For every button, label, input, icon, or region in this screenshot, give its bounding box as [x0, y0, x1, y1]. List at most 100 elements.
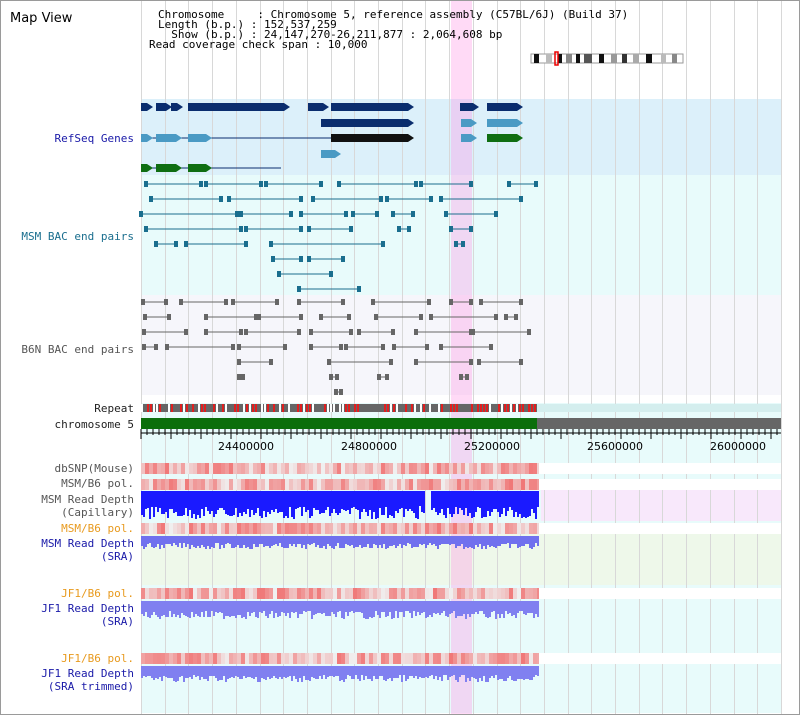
msm-capillary-depth-bar — [271, 491, 273, 510]
msm-capillary-depth-bar — [453, 491, 455, 514]
jf1-trimmed-depth-bar — [167, 666, 169, 678]
pair-end-1-0-b — [219, 196, 223, 202]
msm-sra-depth-bar — [153, 536, 155, 548]
label-repeat[interactable]: Repeat — [94, 402, 134, 415]
msm-capillary-depth-bar — [383, 491, 385, 515]
dbsnp-heat-cell — [385, 463, 389, 474]
jf1-trimmed-depth-bar — [425, 666, 427, 677]
jf1-pol2-heat-cell — [373, 653, 377, 664]
msm-pol2-heat-cell — [485, 523, 489, 534]
repeat-mark — [345, 404, 347, 412]
msm-sra-depth-bar — [265, 536, 267, 546]
label-jf1-b6-pol-1[interactable]: JF1/B6 pol. — [61, 587, 134, 600]
jf1-trimmed-depth-bar — [291, 666, 293, 681]
msm-pol1-heat-cell — [445, 479, 449, 490]
label-b6n-bac[interactable]: B6N BAC end pairs — [21, 343, 134, 356]
jf1-trimmed-depth-bar — [529, 666, 531, 680]
jf1-trimmed-depth-bar — [523, 666, 525, 680]
grid-line — [402, 1, 403, 714]
msm-pol1-heat-cell — [197, 479, 201, 490]
dbsnp-heat-cell — [217, 463, 221, 474]
msm-pol1-heat-cell — [337, 479, 341, 490]
jf1-trimmed-depth-bar — [463, 666, 465, 675]
jf1-sra-depth-bar — [403, 601, 405, 617]
repeat-mark — [387, 404, 389, 412]
jf1-pol2-heat-cell — [489, 653, 493, 664]
b6n-bac-track[interactable] — [141, 299, 531, 395]
jf1-pol2-heat-cell — [469, 653, 473, 664]
repeat-gap — [516, 404, 518, 412]
label-msm-bac[interactable]: MSM BAC end pairs — [21, 230, 134, 243]
jf1-trimmed-depth-bar — [459, 666, 461, 677]
msm-sra-depth-bar — [499, 536, 501, 546]
msm-sra-depth-bar — [273, 536, 275, 545]
msm-bac-track[interactable] — [139, 181, 538, 292]
msm-pol1-heat-cell — [385, 479, 389, 490]
label-jf1-depth-sra[interactable]: JF1 Read Depth — [41, 602, 134, 615]
highlight-region[interactable] — [451, 1, 472, 714]
jf1-trimmed-depth-bar — [443, 666, 445, 675]
gene-row1-7-arrow — [517, 103, 523, 111]
msm-pol2-heat-cell — [369, 523, 373, 534]
msm-sra-depth-bar — [509, 536, 511, 548]
label-msm-depth-capillary[interactable]: MSM Read Depth — [41, 493, 134, 506]
msm-sra-depth-bar — [515, 536, 517, 544]
msm-capillary-depth-bar — [239, 491, 241, 513]
jf1-pol1-heat-cell — [225, 588, 229, 599]
jf1-sra-depth-bar — [279, 601, 281, 616]
jf1-trimmed-depth-bar — [385, 666, 387, 681]
jf1-trimmed-depth-bar — [401, 666, 403, 682]
gene-row1-1-arrow — [166, 103, 172, 111]
msm-sra-depth-bar — [151, 536, 153, 547]
msm-capillary-depth-bar — [219, 491, 221, 508]
msm-capillary-depth-bar — [433, 491, 435, 508]
label-msm-depth-sra[interactable]: MSM Read Depth — [41, 537, 134, 550]
jf1-pol2-heat-cell — [317, 653, 321, 664]
pair-end-4-0-b — [174, 241, 178, 247]
jf1-trimmed-depth-bar — [207, 666, 209, 681]
chromosome-ideogram[interactable] — [530, 51, 684, 66]
jf1-pol2-heat-cell — [401, 653, 405, 664]
msm-capillary-depth-bar — [231, 491, 233, 516]
read-depth-tracks[interactable] — [141, 491, 539, 682]
dbsnp-heat-cell — [489, 463, 493, 474]
label-jf1-depth-trimmed[interactable]: JF1 Read Depth — [41, 667, 134, 680]
pair-end-1-4-b — [519, 196, 523, 202]
pair-end-1-1-b — [254, 314, 258, 320]
jf1-trimmed-depth-bar — [191, 666, 193, 679]
jf1-trimmed-depth-bar — [319, 666, 321, 676]
jf1-pol2-heat-empty — [539, 653, 781, 664]
jf1-trimmed-depth-bar — [491, 666, 493, 676]
msm-pol2-heat-cell — [433, 523, 437, 534]
dbsnp-heat-cell — [405, 463, 409, 474]
msm-sra-depth-bar — [361, 536, 363, 548]
label-msm-b6-pol-2[interactable]: MSM/B6 pol. — [61, 522, 134, 535]
repeat-track[interactable] — [141, 404, 781, 412]
jf1-trimmed-depth-bar — [365, 666, 367, 676]
jf1-pol2-heat-cell — [293, 653, 297, 664]
polymorphism-tracks[interactable] — [141, 463, 781, 664]
jf1-trimmed-depth-bar — [247, 666, 249, 677]
msm-capillary-depth-bar — [509, 491, 511, 507]
gene-row3-green — [487, 134, 517, 142]
repeat-mark — [186, 404, 188, 412]
msm-sra-depth-bar — [309, 536, 311, 545]
gene-row3-3-arrow — [408, 134, 414, 142]
pair-end-2-4-a — [357, 329, 361, 335]
jf1-sra-depth-bar — [427, 601, 429, 617]
pair-end-2-0-b — [235, 211, 239, 217]
label-jf1-b6-pol-2[interactable]: JF1/B6 pol. — [61, 652, 134, 665]
jf1-sra-depth-bar — [163, 601, 165, 615]
msm-capillary-depth-bar — [155, 491, 157, 507]
label-jf1-depth-sra-sub: (SRA) — [100, 615, 134, 628]
label-refseq-genes[interactable]: RefSeq Genes — [54, 132, 134, 145]
label-msm-b6-pol-1[interactable]: MSM/B6 pol. — [61, 477, 134, 490]
msm-capillary-depth-bar — [409, 491, 411, 509]
label-dbsnp[interactable]: dbSNP(Mouse) — [54, 462, 134, 475]
msm-sra-depth-bar — [387, 536, 389, 548]
refseq-genes-track[interactable] — [141, 103, 523, 172]
jf1-pol1-heat-cell — [337, 588, 341, 599]
dbsnp-heat-cell — [245, 463, 249, 474]
jf1-pol2-heat-cell — [433, 653, 437, 664]
msm-pol1-heat-cell — [233, 479, 237, 490]
